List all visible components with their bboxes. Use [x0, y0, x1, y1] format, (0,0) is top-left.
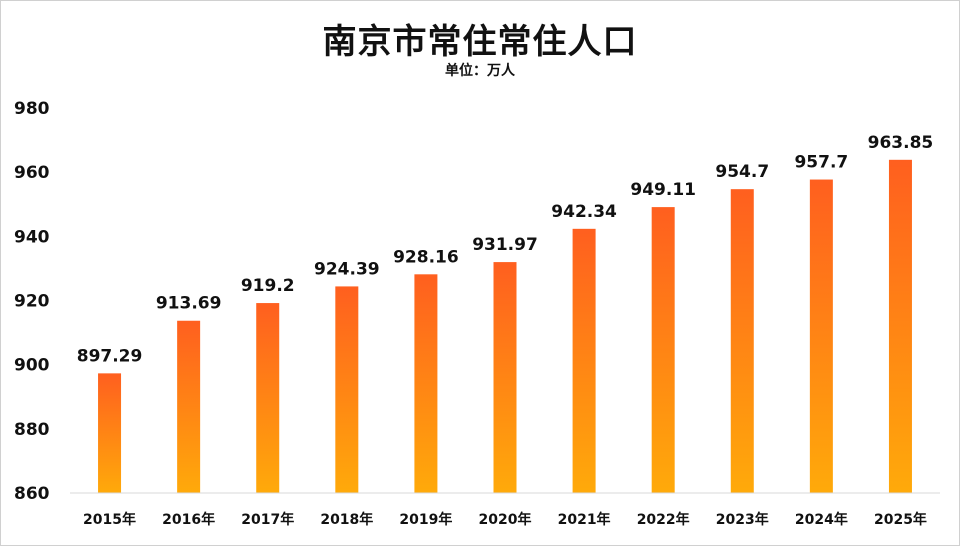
- data-label: 919.2: [241, 276, 295, 296]
- data-label: 897.29: [77, 346, 143, 366]
- x-axis: 2015年 2016年 2017年 2018年 2019年 2020年 2021年 2022年…: [70, 492, 940, 528]
- y-tick-label: 860: [14, 484, 50, 504]
- bar: [888, 159, 912, 494]
- y-tick-label: 980: [14, 99, 50, 119]
- x-tick-label: 2018年: [320, 511, 373, 528]
- chart-subtitle: 单位：万人: [445, 63, 515, 79]
- y-tick-label: 900: [14, 356, 50, 376]
- y-tick-label: 920: [14, 292, 50, 312]
- bar: [335, 286, 359, 493]
- data-label: 924.39: [314, 259, 380, 279]
- x-tick-label: 2024年: [795, 511, 848, 528]
- x-tick-label: 2022年: [637, 511, 690, 528]
- x-tick-label: 2017年: [241, 511, 294, 528]
- x-tick-label: 2021年: [558, 511, 611, 528]
- y-axis: 860 880 900 920 940 960 980: [14, 99, 50, 504]
- bar: [414, 274, 438, 493]
- bar: [177, 320, 201, 493]
- bar: [98, 373, 122, 493]
- bar: [809, 179, 833, 493]
- y-tick-label: 940: [14, 227, 50, 247]
- bar: [256, 303, 280, 493]
- data-label: 942.34: [551, 202, 617, 222]
- bar: [730, 189, 754, 493]
- bar: [493, 262, 517, 493]
- data-label: 931.97: [472, 235, 538, 255]
- y-tick-label: 960: [14, 163, 50, 183]
- data-label: 913.69: [156, 294, 222, 314]
- data-label: 954.7: [715, 162, 769, 182]
- x-tick-label: 2016年: [162, 511, 215, 528]
- x-tick-label: 2020年: [479, 511, 532, 528]
- data-label: 963.85: [868, 133, 934, 153]
- bars: 897.29 913.69 919.2 924.39 928.16 931.97 942.3…: [77, 133, 934, 494]
- bar: [572, 228, 596, 493]
- data-label: 949.11: [630, 180, 696, 200]
- x-tick-label: 2019年: [399, 511, 452, 528]
- bar: [651, 207, 675, 494]
- x-tick-label: 2023年: [716, 511, 769, 528]
- x-tick-label: 2015年: [83, 511, 136, 528]
- data-label: 957.7: [794, 153, 848, 173]
- data-label: 928.16: [393, 247, 459, 267]
- y-tick-label: 880: [14, 420, 50, 440]
- x-tick-label: 2025年: [874, 511, 927, 528]
- chart-title: 南京市常住常住人口: [322, 22, 638, 62]
